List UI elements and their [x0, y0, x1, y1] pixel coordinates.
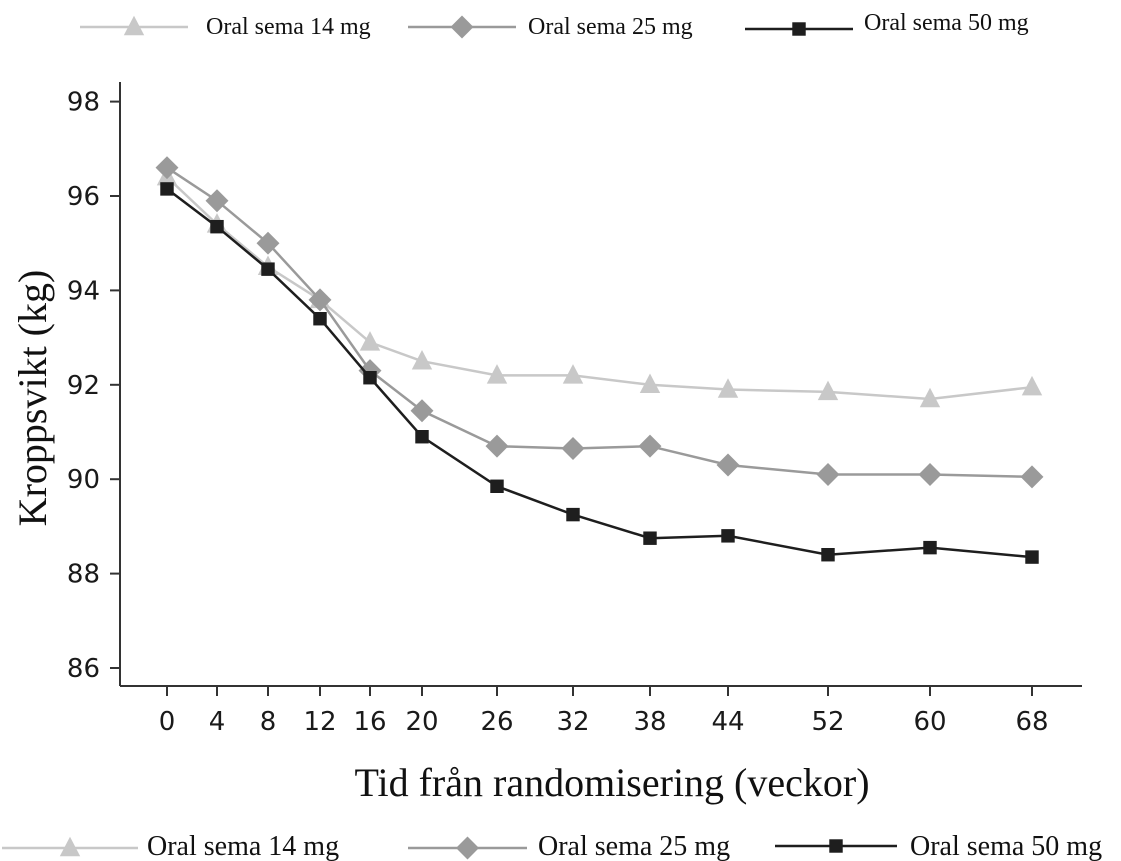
- series-2: [155, 156, 1044, 489]
- x-tick-label: 26: [480, 707, 513, 737]
- legend-item: Oral sema 25 mg: [408, 831, 730, 861]
- data-point: [821, 548, 835, 562]
- data-point: [562, 364, 584, 384]
- y-ticks: 86 88 90 92 94 96 98: [67, 88, 120, 684]
- y-tick-label: 86: [67, 654, 100, 684]
- data-point: [415, 430, 429, 444]
- data-point: [919, 387, 941, 408]
- x-axis-title: Tid från randomisering (veckor): [354, 760, 869, 805]
- y-tick-label: 90: [67, 465, 100, 495]
- data-point: [313, 312, 327, 326]
- series-1: [156, 165, 1043, 408]
- legend-label: Oral sema 50 mg: [864, 10, 1029, 36]
- data-point: [566, 507, 580, 522]
- data-point: [485, 434, 509, 458]
- x-tick-label: 52: [811, 707, 844, 737]
- legend-top: Oral sema 14 mg Oral sema 25 mg Oral sema …: [80, 10, 1029, 40]
- legend-label: Oral sema 25 mg: [538, 831, 730, 861]
- data-point: [721, 529, 735, 543]
- data-point: [210, 219, 224, 234]
- data-point: [205, 189, 229, 213]
- legend-label: Oral sema 50 mg: [910, 831, 1102, 861]
- data-point: [561, 437, 585, 460]
- data-point: [490, 479, 504, 493]
- y-tick-label: 98: [67, 88, 100, 118]
- data-point: [1021, 375, 1043, 396]
- x-tick-label: 0: [159, 707, 176, 737]
- data-point: [261, 262, 275, 276]
- legend-item: Oral sema 25 mg: [408, 14, 693, 40]
- legend-marker: [829, 839, 843, 853]
- x-tick-label: 8: [260, 707, 277, 737]
- y-tick-label: 96: [67, 182, 100, 212]
- legend-marker: [456, 836, 479, 860]
- x-ticks: 0 4 8 12 16 20 26 32 38 44 52 60 68: [159, 686, 1049, 737]
- x-tick-label: 44: [711, 707, 744, 737]
- legend-marker: [123, 15, 145, 36]
- x-tick-label: 68: [1015, 707, 1048, 737]
- series-line: [166, 187, 1033, 559]
- data-point: [155, 156, 179, 180]
- data-point: [639, 373, 661, 394]
- data-point: [816, 463, 840, 486]
- legend-label: Oral sema 14 mg: [147, 831, 339, 861]
- legend-marker: [59, 836, 81, 857]
- data-point: [160, 182, 174, 196]
- x-tick-label: 4: [209, 707, 226, 737]
- x-tick-label: 32: [556, 707, 589, 737]
- data-point: [308, 288, 332, 312]
- series-line: [166, 166, 1033, 479]
- data-point: [817, 380, 839, 401]
- y-tick-label: 94: [67, 276, 100, 306]
- legend-bottom: Oral sema 14 mg Oral sema 25 mg Oral sema …: [2, 831, 1102, 861]
- legend-marker: [450, 15, 474, 39]
- series-3: [160, 182, 1039, 564]
- x-tick-label: 20: [405, 707, 438, 737]
- x-tick-label: 38: [633, 707, 666, 737]
- legend-marker: [792, 22, 806, 36]
- data-point: [486, 364, 508, 384]
- data-point: [256, 231, 280, 255]
- data-point: [363, 371, 377, 385]
- legend-label: Oral sema 14 mg: [206, 14, 371, 40]
- data-point: [643, 531, 657, 545]
- legend-item: Oral sema 50 mg: [775, 831, 1102, 861]
- y-tick-label: 88: [67, 560, 100, 590]
- y-tick-label: 92: [67, 371, 100, 401]
- y-axis-title: Kroppsvikt (kg): [10, 270, 55, 527]
- legend-label: Oral sema 25 mg: [528, 14, 693, 40]
- data-point: [638, 434, 662, 458]
- legend-item: Oral sema 14 mg: [80, 14, 371, 40]
- axes: [119, 82, 1082, 687]
- data-point: [411, 349, 433, 370]
- data-point: [359, 331, 381, 351]
- series-line: [166, 176, 1033, 401]
- x-tick-label: 16: [353, 707, 386, 737]
- legend-item: Oral sema 50 mg: [745, 10, 1029, 36]
- series-layer: [155, 156, 1044, 564]
- data-point: [716, 453, 740, 477]
- data-point: [1020, 465, 1044, 489]
- data-point: [923, 540, 937, 555]
- legend-item: Oral sema 14 mg: [2, 831, 339, 861]
- x-tick-label: 60: [913, 707, 946, 737]
- data-point: [717, 378, 739, 398]
- data-point: [1025, 550, 1039, 564]
- x-tick-label: 12: [303, 707, 336, 737]
- data-point: [410, 399, 434, 423]
- data-point: [918, 463, 942, 486]
